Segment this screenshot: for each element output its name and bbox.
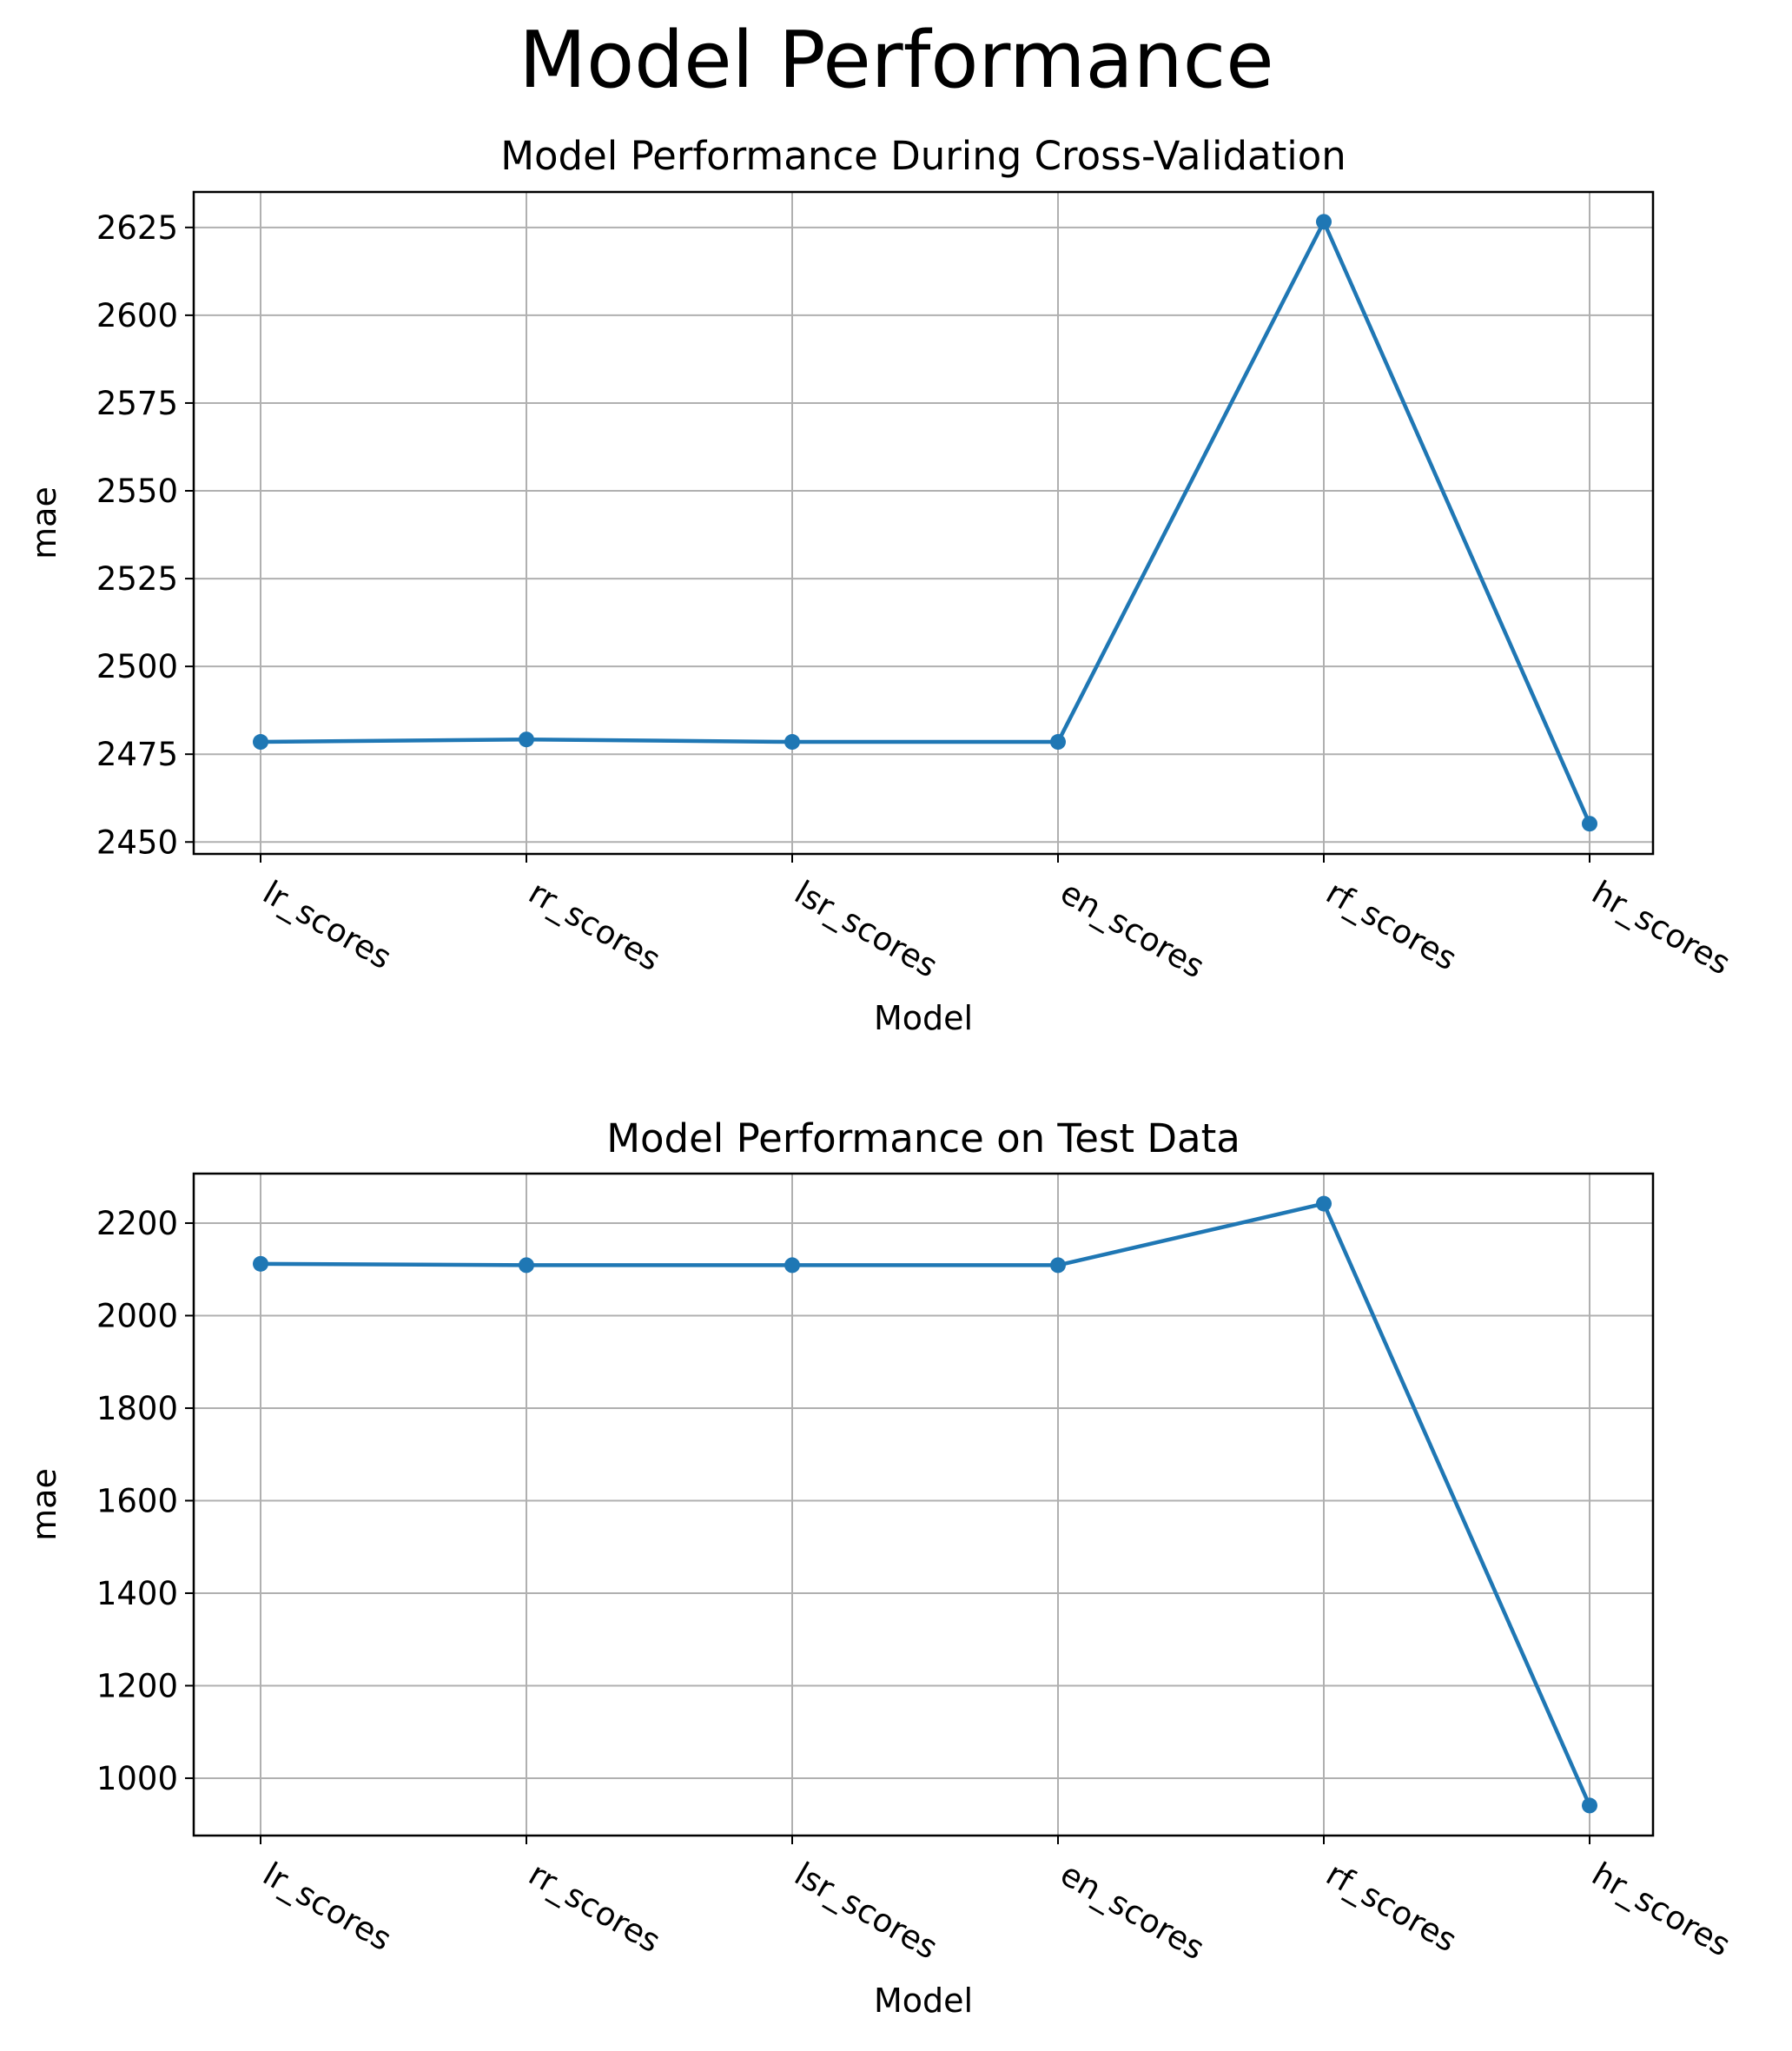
- test-y-tick-label: 1400: [96, 1575, 178, 1612]
- test-x-axis-label: Model: [874, 1982, 973, 2020]
- cv-series-line: [258, 220, 1592, 826]
- cv-y-tick-label: 2475: [96, 736, 178, 773]
- cv-series: [253, 214, 1597, 832]
- test-data-point: [1582, 1797, 1597, 1814]
- test-performance-panel: Model Performance on Test Data 1000 1200 1…: [25, 1115, 1736, 2020]
- cv-y-tick-label: 2525: [96, 560, 178, 598]
- cv-data-point: [1316, 214, 1332, 230]
- cv-data-point: [253, 734, 268, 751]
- cv-performance-panel: Model Performance During Cross-Validatio…: [25, 133, 1736, 1037]
- cv-data-point: [1050, 734, 1066, 751]
- test-y-tick-label: 2200: [96, 1205, 178, 1242]
- cv-data-point: [519, 731, 534, 748]
- test-grid: [194, 1174, 1653, 1836]
- cv-x-axis-label: Model: [874, 999, 973, 1037]
- cv-x-tick-label: lsr_scores: [789, 874, 944, 985]
- test-data-point: [1050, 1257, 1066, 1274]
- cv-x-tick-label: rf_scores: [1320, 874, 1464, 978]
- cv-y-tick-label: 2550: [96, 473, 178, 510]
- cv-chart-title: Model Performance During Cross-Validatio…: [500, 133, 1346, 179]
- test-data-point: [1316, 1195, 1332, 1212]
- test-axes-frame: [192, 1172, 1655, 1837]
- cv-x-tick-label: hr_scores: [1586, 874, 1737, 982]
- test-x-tick-label: lsr_scores: [789, 1856, 944, 1967]
- test-y-tick-label: 1600: [96, 1482, 178, 1519]
- cv-y-tick-label: 2625: [96, 209, 178, 247]
- cv-axes-frame: [192, 190, 1655, 856]
- cv-x-tick-label: lr_scores: [257, 874, 398, 977]
- test-x-tick-label: rf_scores: [1320, 1856, 1464, 1960]
- cv-x-tick-label: en_scores: [1055, 874, 1211, 986]
- test-series: [253, 1195, 1597, 1814]
- test-y-tick-label: 1000: [96, 1760, 178, 1797]
- test-chart-title: Model Performance on Test Data: [606, 1115, 1240, 1161]
- figure-suptitle: Model Performance: [519, 15, 1273, 106]
- test-data-point: [253, 1255, 268, 1272]
- test-x-tick-label: lr_scores: [257, 1856, 398, 1959]
- test-data-point: [519, 1257, 534, 1274]
- cv-grid: [194, 192, 1653, 854]
- cv-y-tick-label: 2500: [96, 648, 178, 685]
- cv-data-point: [784, 734, 800, 751]
- test-y-tick-label: 1200: [96, 1667, 178, 1704]
- cv-y-tick-label: 2450: [96, 824, 178, 861]
- test-series-line: [258, 1201, 1592, 1808]
- cv-y-tick-label: 2575: [96, 385, 178, 422]
- cv-y-tick-label: 2600: [96, 297, 178, 334]
- cv-y-axis-label: mae: [25, 486, 63, 559]
- test-y-tick-label: 1800: [96, 1390, 178, 1427]
- test-y-axis-label: mae: [25, 1468, 63, 1541]
- test-x-tick-label: rr_scores: [523, 1856, 667, 1961]
- test-x-tick-label: en_scores: [1055, 1856, 1211, 1968]
- test-data-point: [784, 1257, 800, 1274]
- cv-x-tick-label: rr_scores: [523, 874, 667, 979]
- test-x-tick-label: hr_scores: [1586, 1856, 1737, 1964]
- test-y-tick-label: 2000: [96, 1297, 178, 1334]
- cv-data-point: [1582, 816, 1597, 832]
